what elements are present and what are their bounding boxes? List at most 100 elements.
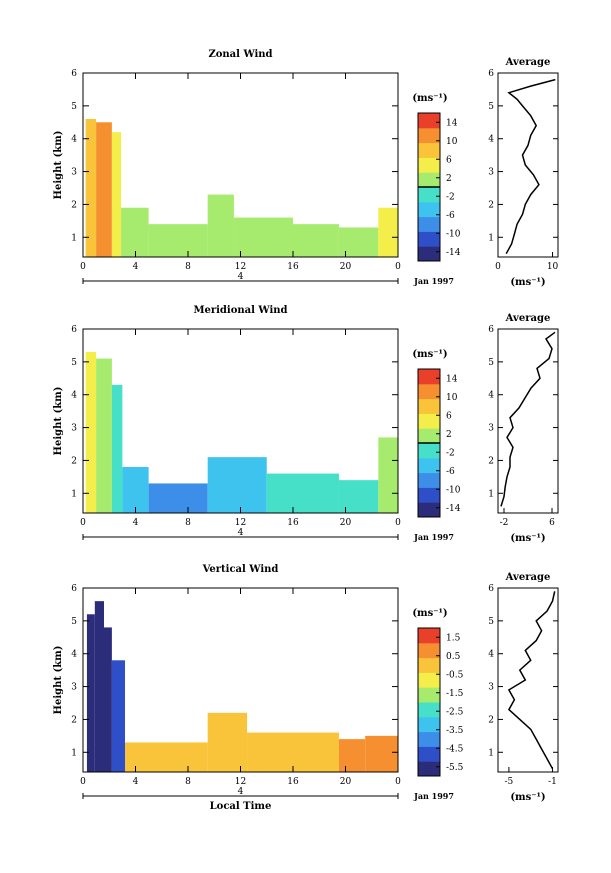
colorbar-tick-label: 2 (446, 174, 452, 184)
heatmap-cell (85, 119, 97, 257)
x-tick-label: 0 (395, 518, 401, 528)
y-tick-label: 3 (71, 424, 77, 434)
y-tick-label: 5 (71, 358, 77, 368)
average-profile: Average 1 2 3 4 5 6 -2 6 (ms⁻¹) (488, 313, 559, 544)
colorbar-segment (418, 369, 440, 385)
colorbar-tick-label: 2 (446, 430, 452, 440)
profile-y-tick-label: 4 (488, 391, 494, 401)
colorbar-tick-label: 1.5 (446, 633, 461, 643)
day-label: 4 (238, 528, 244, 538)
colorbar-segment (418, 687, 440, 703)
profile-line (507, 591, 556, 770)
profile-x-label: (ms⁻¹) (510, 792, 545, 803)
x-tick-label: 0 (80, 262, 86, 272)
profile-line (505, 78, 556, 255)
profile-y-tick-label: 2 (488, 456, 494, 466)
y-axis-label: Height (km) (53, 387, 64, 456)
x-tick-label: 20 (340, 777, 352, 787)
colorbar-segment (418, 443, 440, 459)
colorbar-tick-label: -0.5 (446, 670, 464, 680)
colorbar-segment (418, 127, 440, 144)
heatmap-cell (148, 224, 208, 257)
profile-title: Average (505, 57, 551, 68)
colorbar-tick-label: 6 (446, 155, 452, 165)
day-label: 4 (238, 272, 244, 282)
colorbar-tick-label: 6 (446, 411, 452, 421)
profile-frame (497, 328, 559, 514)
y-tick-label: 2 (71, 456, 77, 466)
colorbar-tick-label: -5.5 (446, 763, 464, 773)
heatmap-cell (121, 207, 149, 257)
colorbar-segment (418, 502, 440, 518)
heatmap-cell (338, 227, 379, 257)
y-tick-label: 5 (71, 617, 77, 627)
profile-y-tick-label: 5 (488, 102, 494, 112)
colorbar-tick-label: -6 (446, 211, 455, 221)
colorbar-segment (418, 761, 440, 777)
profile-y-tick-label: 6 (488, 325, 494, 335)
x-tick-label: 0 (395, 777, 401, 787)
colorbar-segment (418, 657, 440, 673)
x-tick-label: 0 (395, 262, 401, 272)
x-tick-label: 12 (235, 262, 246, 272)
colorbar-tick-label: 14 (446, 118, 458, 128)
heatmap-cell (148, 483, 208, 513)
profile-x-label: (ms⁻¹) (510, 277, 545, 288)
heatmap-cell (365, 735, 398, 772)
profile-x-tick-label: -5 (505, 777, 514, 787)
colorbar-unit: (ms⁻¹) (412, 349, 447, 360)
profile-y-tick-label: 5 (488, 617, 494, 627)
colorbar-tick-label: 10 (446, 393, 458, 403)
colorbar-unit: (ms⁻¹) (412, 93, 447, 104)
colorbar-segment (418, 457, 440, 474)
heatmap-cell (94, 601, 104, 772)
y-tick-label: 1 (71, 233, 77, 243)
colorbar-segment (418, 413, 440, 429)
profile-y-tick-label: 6 (488, 584, 494, 594)
heatmap-cell (122, 467, 149, 513)
colorbar-segment (418, 746, 440, 762)
colorbar-tick-label: -1.5 (446, 689, 464, 699)
colorbar-unit: (ms⁻¹) (412, 608, 447, 619)
colorbar-tick-label: -2 (446, 448, 455, 458)
y-axis-label: Height (km) (53, 131, 64, 200)
y-tick-label: 1 (71, 489, 77, 499)
colorbar-tick-label: 10 (446, 137, 458, 147)
y-tick-label: 6 (71, 69, 77, 79)
colorbar-segment (418, 231, 440, 247)
y-tick-label: 5 (71, 102, 77, 112)
profile-x-label: (ms⁻¹) (510, 533, 545, 544)
heatmap-cell (104, 627, 112, 772)
heatmap-cell (293, 224, 339, 257)
y-tick-label: 3 (71, 683, 77, 693)
y-tick-label: 4 (71, 135, 77, 145)
average-profile: Average 1 2 3 4 5 6 0 10(ms⁻¹) (488, 57, 558, 288)
profile-y-tick-label: 4 (488, 135, 494, 145)
colorbar-segment (418, 113, 440, 129)
profile-x-tick-label: -1 (548, 777, 557, 787)
colorbar-tick-label: -14 (446, 504, 461, 514)
x-tick-label: 12 (235, 777, 246, 787)
x-tick-label: 12 (235, 518, 246, 528)
profile-y-tick-label: 1 (488, 748, 494, 758)
y-tick-label: 6 (71, 325, 77, 335)
colorbar-segment (418, 216, 440, 232)
colorbar-segment (418, 672, 440, 688)
profile-title: Average (505, 572, 551, 583)
y-tick-label: 3 (71, 168, 77, 178)
x-tick-label: 4 (133, 777, 139, 787)
colorbar-tick-label: 0.5 (446, 652, 461, 662)
colorbar-tick-label: -10 (446, 229, 461, 239)
profile-y-tick-label: 6 (488, 69, 494, 79)
x-tick-label: 16 (287, 518, 299, 528)
colorbar-segment (418, 157, 440, 173)
heatmap-cell (247, 732, 339, 772)
profile-x-tick-label: -2 (500, 518, 509, 528)
colorbar-frame (417, 627, 441, 777)
profile-y-tick-label: 4 (488, 650, 494, 660)
heatmap-cell (338, 480, 379, 513)
colorbar-segment (418, 246, 440, 262)
